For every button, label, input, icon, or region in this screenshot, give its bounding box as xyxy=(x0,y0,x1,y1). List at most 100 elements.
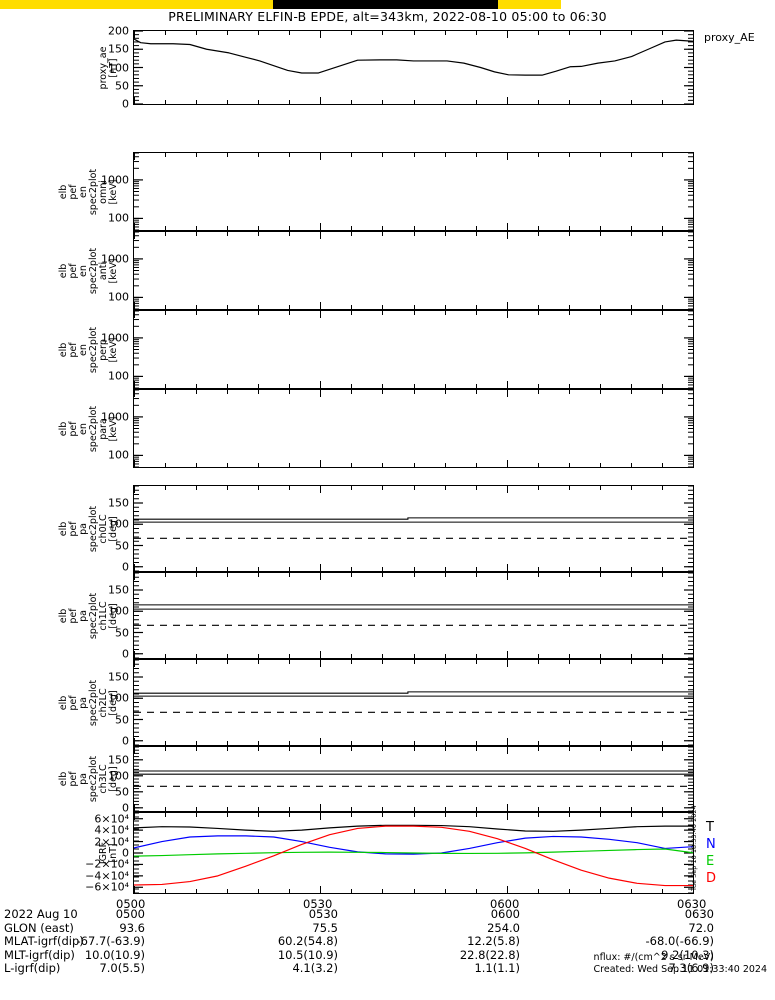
series-proxy-ae xyxy=(134,38,693,76)
panel-en-omni xyxy=(133,152,694,231)
ytick-label: 0 xyxy=(122,97,129,111)
info-cell: 0630 xyxy=(684,907,714,921)
info-row: L-igrf(dip) 7.0(5.5) 4.1(3.2) 1.1(1.1) 7.3(6… xyxy=(0,962,775,976)
ytick-label: 100 xyxy=(108,61,129,74)
info-row: GLON (east) 93.6 75.5 254.0 72.0 xyxy=(0,920,775,936)
ylabel-line: [keV] xyxy=(108,258,120,283)
panel-pa-ch3lc xyxy=(133,746,694,812)
ytick-label: 1000 xyxy=(101,331,129,345)
day-night-bar xyxy=(0,0,561,9)
info-cell: 12.2(5.8) xyxy=(467,934,520,949)
info-row: MLT-igrf(dip) 10.0(10.9) 10.5(10.9) 22.8(22… xyxy=(0,947,775,963)
info-cell: 10.5(10.9) xyxy=(277,947,338,962)
ytick-label: 0 xyxy=(122,734,129,748)
pitch-angle-line-0 xyxy=(134,517,693,520)
panel-en-para xyxy=(133,389,694,468)
bar-segment-2 xyxy=(498,0,561,9)
info-cell: 0600 xyxy=(490,907,520,921)
panel-ylabel-proxy-ae: proxy_ae [nT] xyxy=(95,30,119,105)
ytick-label: 150 xyxy=(108,42,129,56)
info-cell: -68.0(-66.9) xyxy=(645,934,714,949)
ytick-label: 150 xyxy=(108,670,129,684)
info-cell: 9.2(10.3) xyxy=(661,947,714,962)
ytick-label: 150 xyxy=(108,583,129,597)
render-timestamp-vertical: Tue Sep 10 18:33:40 2024 xyxy=(690,805,698,891)
info-row-label: L-igrf(dip) xyxy=(4,961,61,976)
ytick-label: 100 xyxy=(108,691,129,705)
info-row: MLAT-igrf(dip) -67.7(-63.9) 60.2(54.8) 12.2… xyxy=(0,935,775,949)
bar-segment-1 xyxy=(273,0,499,9)
ylabel-line: [keV] xyxy=(108,337,120,362)
nflux-note: nflux: #/(cm^2 s sr MeV) xyxy=(593,952,714,963)
info-cell: 0500 xyxy=(115,907,145,921)
info-cell: 72.0 xyxy=(688,920,714,935)
info-cell: 10.0(10.9) xyxy=(84,947,145,962)
ylabel-line: [nT] xyxy=(108,57,120,78)
ylabel-line: [deg] xyxy=(108,602,120,629)
info-cell: 22.8(22.8) xyxy=(459,947,520,962)
info-cell: 75.5 xyxy=(312,920,338,935)
legend-e: E xyxy=(706,854,715,869)
xtick-label: 0530 xyxy=(303,897,333,911)
series-d xyxy=(134,825,693,887)
bar-segment-0 xyxy=(0,0,274,9)
info-row-label: MLT-igrf(dip) xyxy=(4,947,75,962)
ylabel-line: [deg] xyxy=(108,689,120,716)
page-title: PRELIMINARY ELFIN-B EPDE, alt=343km, 202… xyxy=(168,9,607,24)
panel-ylabel-pa-ch1lc: elb pef pa spec2plot ch1LC [deg] xyxy=(55,572,119,659)
legend-d: D xyxy=(706,871,717,886)
ytick-label: 150 xyxy=(108,496,129,510)
ylabel-line: [keV] xyxy=(108,179,120,204)
ytick-label: 100 xyxy=(108,517,129,531)
info-cell: -67.7(-63.9) xyxy=(76,934,145,949)
ytick-label: 2×10⁴ xyxy=(94,835,129,849)
panel-en-anti xyxy=(133,231,694,310)
pitch-angle-line-0 xyxy=(134,691,693,694)
ylabel-line: [keV] xyxy=(108,416,120,441)
ylabel-line: [deg] xyxy=(108,766,120,792)
ytick-label: −4×10⁴ xyxy=(85,869,129,883)
ytick-label: 1000 xyxy=(101,173,129,187)
ytick-label: 6×10⁴ xyxy=(94,812,129,826)
legend-n: N xyxy=(706,837,716,852)
series-t xyxy=(134,824,693,832)
ytick-label: 1000 xyxy=(101,252,129,266)
panel-ylabel-en-perp: elb pef en spec2plot perp [keV] xyxy=(55,310,119,389)
info-cell: 7.3(6.9) xyxy=(668,961,714,976)
legend-t: T xyxy=(706,820,714,835)
ytick-label: 50 xyxy=(115,713,129,726)
ytick-label: 50 xyxy=(115,626,129,639)
ytick-label: −6×10⁴ xyxy=(85,880,129,894)
info-row-label: 2022 Aug 10 xyxy=(4,907,78,921)
info-cell: 7.0(5.5) xyxy=(99,961,145,976)
plot-canvas: 200 150 100 50 0 proxy_ae [nT] 1000 100 elb pef en s… xyxy=(0,0,775,911)
info-cell: 1.1(1.1) xyxy=(474,961,520,976)
panel-ylabel-pa-ch0lc: elb pef pa spec2plot ch0LC [deg] xyxy=(55,485,119,572)
info-cell: 254.0 xyxy=(487,920,520,935)
panel-ylabel-en-anti: elb pef en spec2plot anti [keV] xyxy=(55,231,119,310)
ytick-label: 150 xyxy=(108,753,129,767)
info-cell: 60.2(54.8) xyxy=(277,934,338,949)
ytick-label: 0 xyxy=(122,801,129,815)
series-e xyxy=(134,848,693,857)
ytick-label: 100 xyxy=(108,211,129,225)
panel-ylabel-en-omni: elb pef en spec2plot omni [keV] xyxy=(55,152,119,231)
panel-pa-ch2lc xyxy=(133,659,694,746)
ytick-label: 50 xyxy=(115,79,129,93)
ytick-label: 1000 xyxy=(101,410,129,424)
info-row: 2022 Aug 10 0500 0530 0600 0630 xyxy=(0,907,775,922)
info-cell: 4.1(3.2) xyxy=(292,961,338,976)
info-cell: 0530 xyxy=(308,907,338,921)
panel-ylabel-igrf: IGRF [nT] xyxy=(95,812,119,894)
ylabel-line: [deg] xyxy=(108,515,120,542)
panel-ylabel-en-para: elb pef en spec2plot para [keV] xyxy=(55,389,119,468)
ytick-label: 50 xyxy=(115,539,129,552)
xtick-label: 0630 xyxy=(677,897,707,911)
info-row-label: GLON (east) xyxy=(4,920,74,935)
ytick-label: 50 xyxy=(115,785,129,799)
panel-proxy-ae xyxy=(133,30,694,105)
credits-block: nflux: #/(cm^2 s sr MeV) Created: Wed Se… xyxy=(594,952,767,975)
ytick-label: 0 xyxy=(122,846,129,860)
ytick-label: 100 xyxy=(108,369,129,383)
xtick-label: 0600 xyxy=(490,897,520,911)
